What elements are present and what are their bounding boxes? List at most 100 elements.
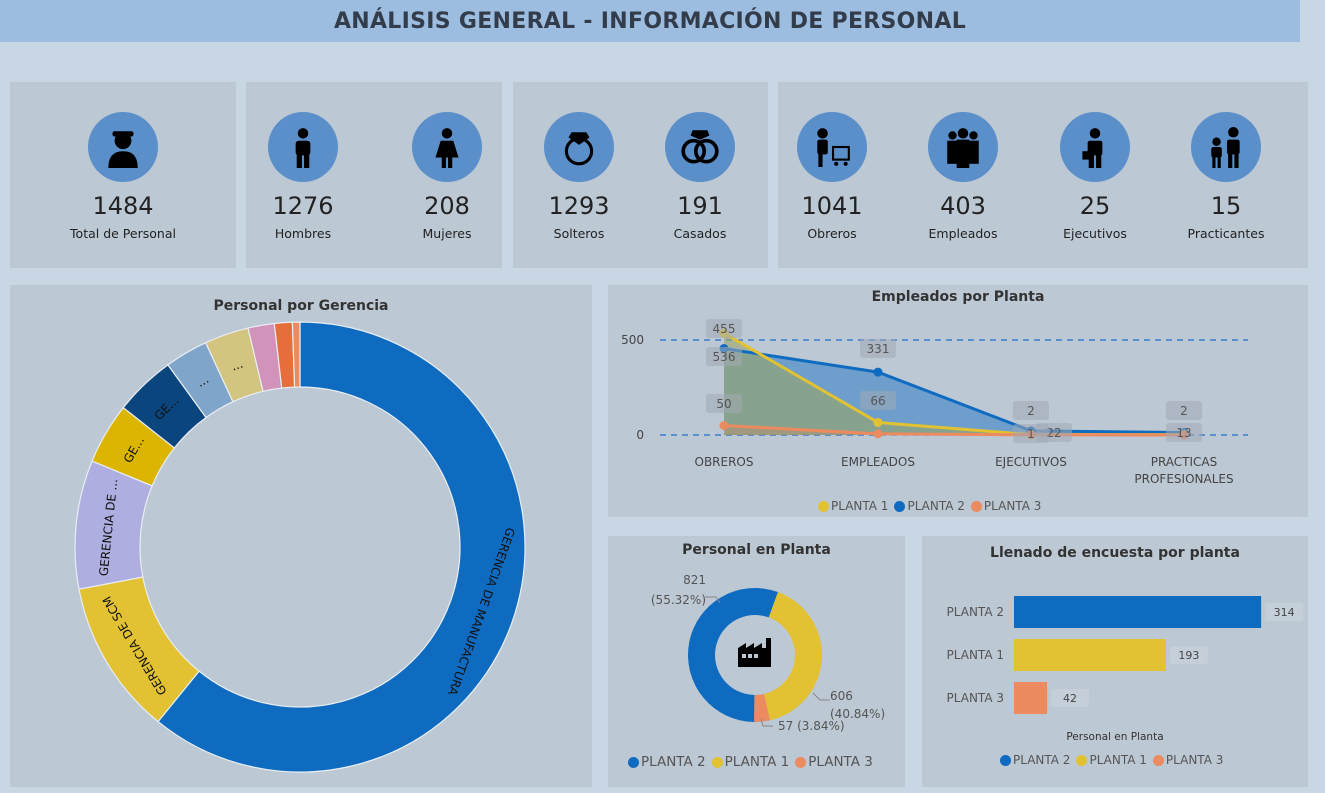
legend-planta-3[interactable]: PLANTA 3 (1152, 753, 1223, 767)
planta-legend: PLANTA 2 PLANTA 1 PLANTA 3 (628, 754, 873, 770)
data-label-bg (1013, 424, 1049, 443)
data-label-bg (706, 394, 742, 413)
bar (1014, 639, 1166, 671)
kpi-value: 208 (424, 192, 470, 220)
kpi-value: 1041 (801, 192, 863, 220)
x-tick-label: PRACTICAS (1151, 455, 1218, 469)
kpi-panel-civil (513, 82, 768, 268)
planta-data-label: (40.84%) (830, 707, 885, 721)
planta-donut: 821 (55.32%) 606 (40.84%)57 (3.84%) (651, 573, 885, 733)
legend-planta-2[interactable]: PLANTA 2 (628, 754, 706, 770)
line-title: Empleados por Planta (871, 289, 1045, 305)
kpi-card: 191 Casados (640, 112, 760, 241)
bar-category-label: PLANTA 2 (947, 605, 1004, 619)
kpi-label: Mujeres (422, 226, 472, 241)
legend-planta-3[interactable]: PLANTA 3 (970, 499, 1041, 513)
kpi-card: 403 Empleados (903, 112, 1023, 241)
kpi-label: Ejecutivos (1063, 226, 1127, 241)
data-label-bg (860, 391, 896, 410)
y-tick-label: 0 (636, 428, 644, 442)
factory-icon (738, 638, 771, 667)
data-label-bg (1166, 423, 1202, 442)
gerencia-slice (291, 321, 301, 388)
data-point (873, 367, 883, 377)
worker-icon (88, 112, 158, 182)
data-point (719, 421, 729, 430)
group-icon (928, 112, 998, 182)
line-panel: Empleados por Planta 0 500 455 66 2 2 536 331 22… (608, 285, 1308, 517)
x-tick-label: OBREROS (695, 455, 754, 469)
kpi-value: 25 (1079, 192, 1111, 220)
bar-category-label: PLANTA 3 (947, 691, 1004, 705)
data-label: 50 (716, 397, 731, 411)
kpi-value: 403 (940, 192, 986, 220)
single-ring-icon (544, 112, 614, 182)
data-label-bg (1013, 401, 1049, 420)
kpi-card: 1293 Solteros (519, 112, 639, 241)
kpi-label: Hombres (274, 226, 332, 241)
data-label: 1 (1027, 427, 1035, 441)
leader-line (812, 692, 830, 701)
kpi-value: 1293 (548, 192, 610, 220)
bar-category-label: PLANTA 1 (947, 648, 1004, 662)
series-line (723, 347, 1185, 435)
planta-slice (688, 588, 778, 722)
woman-icon (412, 112, 482, 182)
bar-data-label: 193 (1178, 649, 1199, 662)
planta-panel: Personal en Planta 821 (55.32%) 606 (40.84%… (608, 536, 905, 787)
legend-planta-3[interactable]: PLANTA 3 (795, 754, 873, 770)
kpi-value: 1484 (92, 192, 154, 220)
x-tick-label: EJECUTIVOS (995, 455, 1067, 469)
data-label: 22 (1046, 426, 1061, 440)
data-point (873, 429, 883, 439)
kpi-value: 1276 (272, 192, 334, 220)
man-icon (268, 112, 338, 182)
kpi-card: 1041 Obreros (772, 112, 892, 241)
x-tick-label: PROFESIONALES (1134, 472, 1233, 486)
area-overlap (724, 333, 1184, 435)
kpi-card: 15 Practicantes (1166, 112, 1286, 241)
bar-data-label: 314 (1274, 606, 1295, 619)
kpi-card: 1276 Hombres (243, 112, 363, 241)
data-label-bg (706, 347, 742, 366)
planta-data-label: 57 (3.84%) (778, 719, 845, 733)
bar-title: Llenado de encuesta por planta (990, 545, 1240, 561)
data-label: 455 (713, 322, 736, 336)
bar-data-label: 42 (1063, 692, 1077, 705)
kpi-card: 208 Mujeres (387, 112, 507, 241)
data-point (873, 417, 883, 427)
data-label: 2 (1027, 404, 1035, 418)
data-label-bg (706, 319, 742, 338)
gerencia-panel: Personal por Gerencia GERENCIA DE MANUFA… (10, 285, 592, 787)
worker-cart-icon (797, 112, 867, 182)
gerencia-slice-label: ... (229, 357, 244, 374)
kpi-label: Obreros (807, 226, 857, 241)
kpi-card: 1484 Total de Personal (63, 112, 183, 241)
bar (1014, 682, 1048, 714)
legend-planta-2[interactable]: PLANTA 2 (1000, 753, 1070, 767)
kpi-label: Empleados (928, 226, 998, 241)
planta-slice (754, 693, 771, 722)
legend-planta-2[interactable]: PLANTA 2 (894, 499, 965, 513)
data-label: 2 (1180, 404, 1188, 418)
executive-icon (1060, 112, 1130, 182)
data-label: 66 (870, 394, 885, 408)
area-0 (724, 333, 1184, 435)
legend-planta-1[interactable]: PLANTA 1 (1076, 753, 1147, 767)
bar-legend-title: Personal en Planta (1066, 731, 1164, 743)
kpi-label: Practicantes (1187, 226, 1265, 241)
data-label: 331 (867, 342, 890, 356)
legend-planta-1[interactable]: PLANTA 1 (711, 754, 789, 770)
planta-data-label: (55.32%) (651, 593, 706, 607)
y-tick-label: 500 (621, 333, 644, 347)
bar-legend: PLANTA 2 PLANTA 1 PLANTA 3 (1000, 753, 1223, 767)
planta-data-label: 821 (683, 573, 706, 587)
data-label: 536 (713, 350, 736, 364)
gerencia-slice (157, 321, 526, 773)
series-line (723, 424, 1185, 437)
legend-planta-1[interactable]: PLANTA 1 (818, 499, 888, 513)
leader-line (760, 718, 773, 727)
data-label: 13 (1176, 426, 1191, 440)
leader-line (705, 596, 721, 604)
x-tick-label: EMPLEADOS (841, 455, 915, 469)
